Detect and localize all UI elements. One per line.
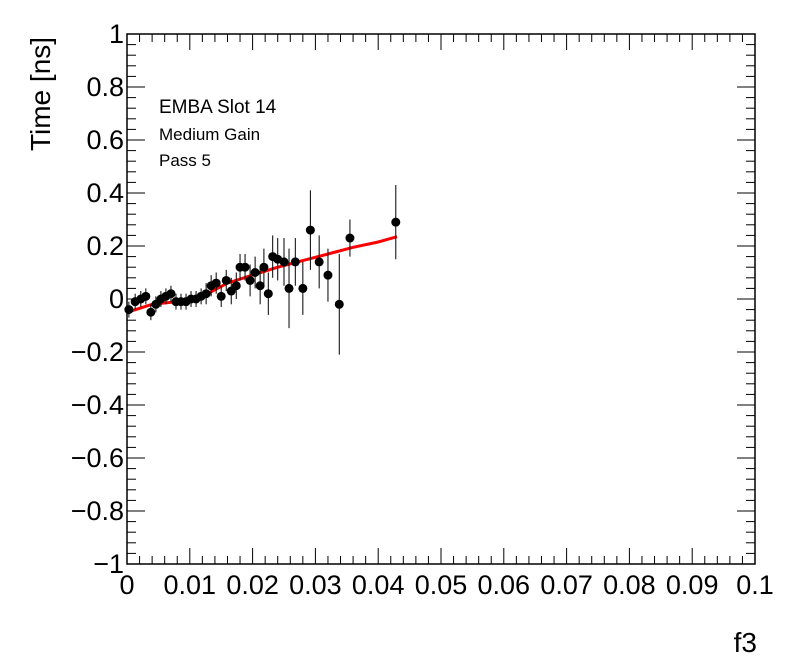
x-tick-label: 0.07 [540,570,593,600]
x-tick-label: 0.03 [289,570,342,600]
point-marker [323,270,333,280]
y-axis-title: Time [ns] [25,37,56,151]
point-marker [240,262,250,272]
x-tick-label: 0.01 [164,570,217,600]
data-point [201,283,211,305]
annotation-gain: Medium Gain [159,125,260,144]
y-tick-label: 0.2 [86,231,124,261]
data-point [314,235,324,289]
point-marker [166,289,176,299]
x-axis-title: f3 [734,627,757,658]
fit-line-layer [126,235,398,314]
data-point [216,285,226,307]
point-marker [334,299,344,309]
data-point [259,248,269,286]
data-point [345,219,355,257]
data-point [263,272,273,315]
point-marker [245,275,255,285]
point-marker [124,305,134,315]
fit-line [126,235,398,314]
data-point [323,248,333,302]
axis-tick-labels: 0 0.01 0.02 0.03 0.04 0.05 0.06 0.07 0.08 0.09 0.1… [71,19,774,600]
data-points-layer [124,185,401,355]
point-marker [221,275,231,285]
y-tick-label: −0.8 [71,496,124,526]
x-tick-label: 0.1 [736,570,774,600]
point-marker [216,291,226,301]
data-point [245,264,255,297]
point-marker [259,262,269,272]
point-marker [146,307,156,317]
data-point [391,185,401,260]
data-point [240,253,250,281]
data-point [290,238,300,286]
x-tick-label: 0.02 [226,570,279,600]
x-tick-label: 0.09 [666,570,719,600]
axis-ticks [126,33,756,565]
point-marker [298,283,308,293]
y-tick-label: 0.4 [86,178,124,208]
y-tick-label: 0 [109,284,124,314]
point-marker [279,257,289,267]
point-marker [284,283,294,293]
annotation-pass: Pass 5 [159,151,211,170]
data-point [305,190,315,270]
data-point [250,256,260,289]
point-marker [141,291,151,301]
y-tick-label: 1 [109,19,124,49]
annotation-detector: EMBA Slot 14 [159,97,277,118]
data-point [221,269,231,292]
x-tick-label: 0.04 [352,570,405,600]
point-marker [201,289,211,299]
data-point [231,272,241,299]
y-tick-label: −0.2 [71,337,124,367]
data-point [141,288,151,305]
data-point [279,238,289,286]
y-tick-label: −0.4 [71,390,124,420]
data-point [298,261,308,315]
point-marker [391,217,401,227]
data-point [255,267,265,305]
y-tick-label: −0.6 [71,443,124,473]
point-marker [263,289,273,299]
x-tick-label: 0.06 [478,570,531,600]
point-marker [211,278,221,288]
data-point [284,248,294,329]
y-tick-label: −1 [93,549,124,579]
x-tick-label: 0.08 [603,570,656,600]
data-point [334,253,344,355]
y-tick-label: 0.6 [86,125,124,155]
y-tick-label: 0.8 [86,72,124,102]
data-point [166,285,176,302]
data-point [211,272,221,294]
point-marker [231,281,241,291]
point-marker [250,268,260,277]
point-marker [314,257,324,267]
point-marker [290,257,300,267]
data-point [124,301,134,318]
point-marker [305,225,315,235]
point-marker [345,233,355,243]
x-tick-label: 0.05 [415,570,468,600]
data-point [146,304,156,321]
x-tick-label: 0 [119,570,134,600]
point-marker [255,281,265,291]
